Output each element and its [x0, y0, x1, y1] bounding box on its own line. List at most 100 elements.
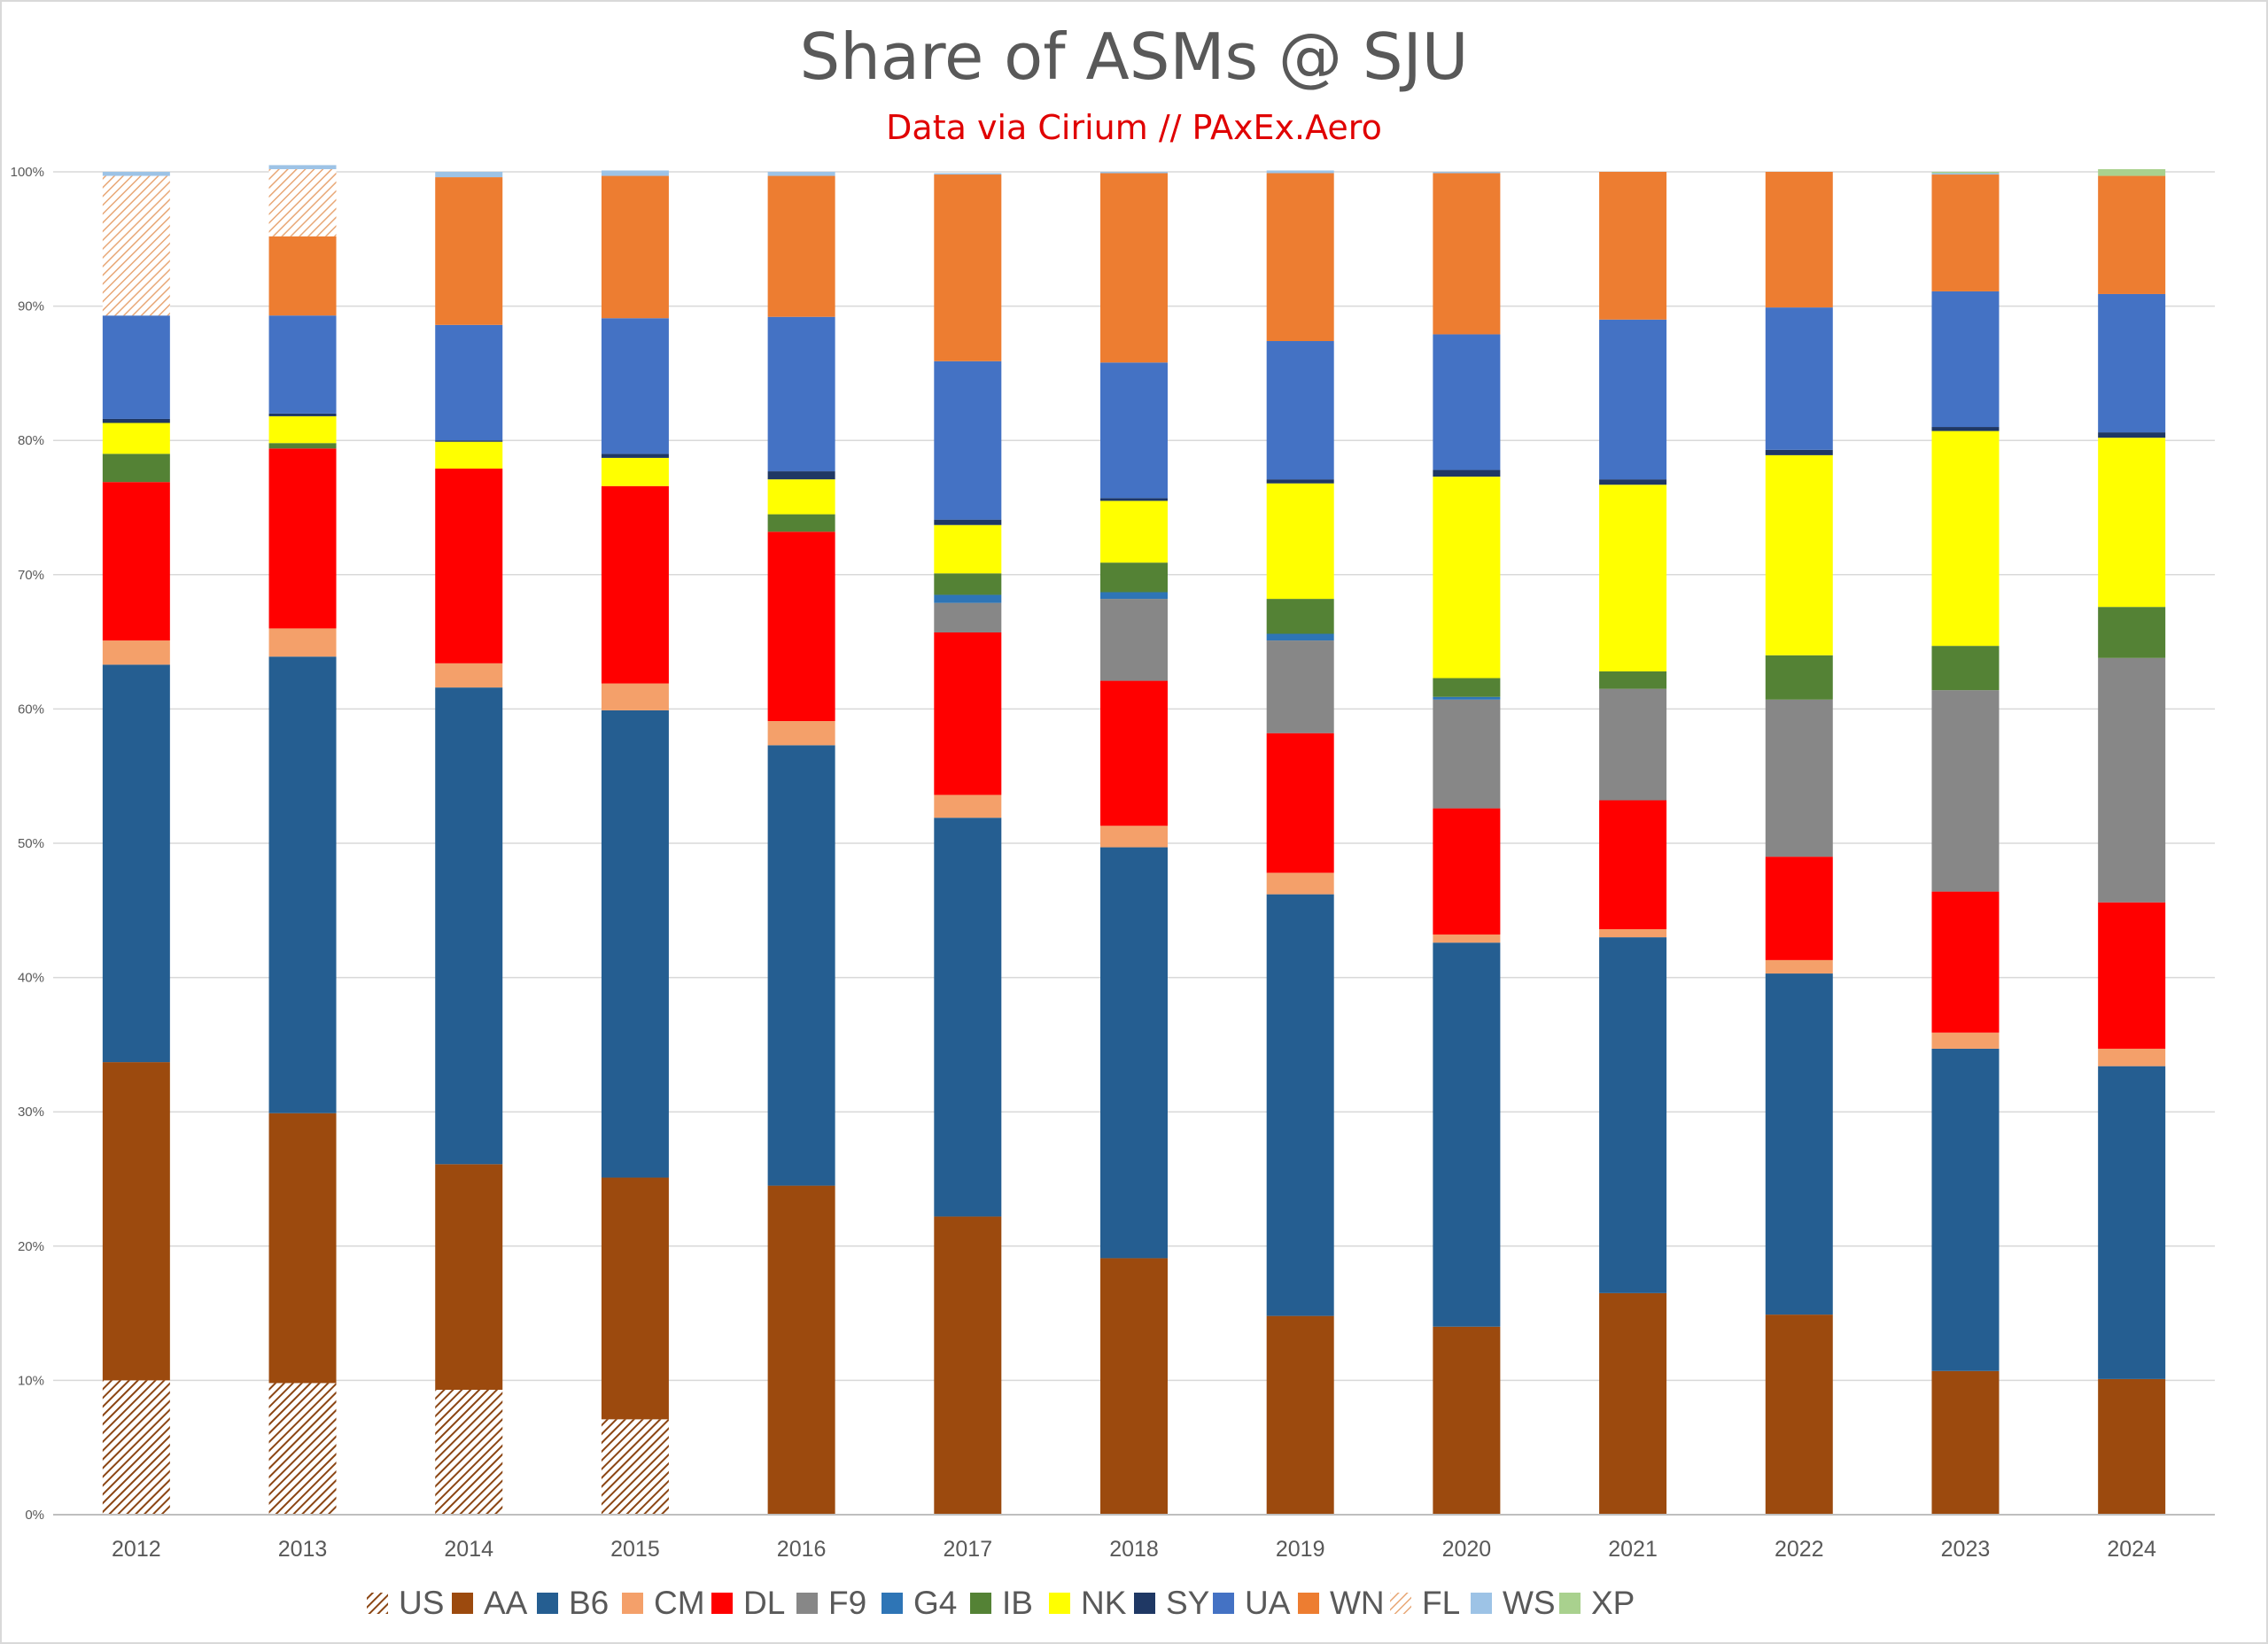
bar-xp-2024 — [2098, 168, 2166, 176]
bar-ua-2024 — [2098, 293, 2166, 433]
legend-label-sy: SY — [1166, 1585, 1209, 1621]
bar-aa-2023 — [1931, 1370, 2000, 1515]
bar-ua-2015 — [601, 318, 669, 454]
bar-cm-2018 — [1100, 826, 1168, 848]
bar-dl-2013 — [268, 448, 337, 629]
legend-label-aa: AA — [484, 1585, 528, 1621]
bar-ws-2012 — [102, 172, 170, 176]
bars — [102, 165, 2166, 1515]
chart-subtitle: Data via Cirium // PAxEx.Aero — [886, 108, 1382, 147]
bar-wn-2021 — [1599, 172, 1667, 320]
bar-b6-2021 — [1599, 937, 1667, 1293]
x-tick-label: 2020 — [1442, 1537, 1492, 1562]
bar-f9-2023 — [1931, 690, 2000, 892]
bar-ua-2016 — [767, 316, 835, 472]
legend-swatch-f9 — [796, 1593, 818, 1614]
bar-aa-2019 — [1266, 1315, 1334, 1515]
y-tick-label: 10% — [18, 1373, 44, 1388]
bar-dl-2019 — [1266, 733, 1334, 873]
legend-label-ua: UA — [1245, 1585, 1291, 1621]
bar-sy-2019 — [1266, 479, 1334, 484]
bar-b6-2017 — [934, 818, 1002, 1217]
legend-swatch-dl — [711, 1593, 733, 1614]
bar-ib-2023 — [1931, 646, 2000, 691]
bar-nk-2023 — [1931, 430, 2000, 647]
bar-ws-2019 — [1266, 170, 1334, 174]
legend-swatch-us — [367, 1593, 388, 1614]
bar-g4-2017 — [934, 594, 1002, 603]
bar-wn-2019 — [1266, 173, 1334, 342]
bar-ws-2023 — [1931, 173, 2000, 175]
legend-swatch-b6 — [537, 1593, 558, 1614]
legend-swatch-xp — [1559, 1593, 1581, 1614]
bar-f9-2024 — [2098, 657, 2166, 903]
bar-dl-2014 — [435, 469, 503, 663]
bar-b6-2014 — [435, 687, 503, 1165]
bar-nk-2018 — [1100, 500, 1168, 563]
x-tick-label: 2024 — [2107, 1537, 2156, 1562]
legend-swatch-ib — [970, 1593, 991, 1614]
bar-nk-2017 — [934, 524, 1002, 574]
bar-aa-2014 — [435, 1164, 503, 1391]
bar-sy-2014 — [435, 440, 503, 442]
bar-ib-2016 — [767, 514, 835, 532]
bar-dl-2020 — [1433, 808, 1501, 935]
bar-g4-2018 — [1100, 592, 1168, 600]
bar-ib-2024 — [2098, 607, 2166, 658]
bar-ua-2020 — [1433, 334, 1501, 470]
bar-cm-2019 — [1266, 872, 1334, 895]
bar-dl-2023 — [1931, 891, 2000, 1033]
x-tick-label: 2013 — [278, 1537, 328, 1562]
chart-title: Share of ASMs @ SJU — [799, 19, 1469, 94]
bar-cm-2020 — [1433, 934, 1501, 943]
legend-label-fl: FL — [1422, 1585, 1460, 1621]
bar-nk-2020 — [1433, 477, 1501, 679]
y-tick-label: 50% — [18, 836, 44, 851]
bar-ws-2020 — [1433, 172, 1501, 174]
bar-wn-2013 — [268, 236, 337, 316]
y-tick-label: 80% — [18, 433, 44, 448]
bar-dl-2015 — [601, 485, 669, 684]
legend-label-us: US — [399, 1585, 444, 1621]
bar-ib-2013 — [268, 443, 337, 449]
bar-ws-2018 — [1100, 172, 1168, 174]
bar-dl-2016 — [767, 531, 835, 722]
bar-nk-2024 — [2098, 438, 2166, 608]
bar-ua-2021 — [1599, 319, 1667, 480]
bar-b6-2020 — [1433, 942, 1501, 1327]
x-tick-label: 2016 — [777, 1537, 827, 1562]
legend-swatch-nk — [1049, 1593, 1070, 1614]
bar-aa-2024 — [2098, 1378, 2166, 1515]
bar-b6-2018 — [1100, 847, 1168, 1259]
bar-us-2013 — [268, 1383, 337, 1515]
bar-cm-2013 — [268, 628, 337, 657]
bar-cm-2023 — [1931, 1032, 2000, 1049]
bar-sy-2013 — [268, 413, 337, 416]
bar-ws-2013 — [268, 165, 337, 169]
bar-wn-2020 — [1433, 173, 1501, 335]
bar-wn-2024 — [2098, 175, 2166, 294]
bar-ib-2017 — [934, 573, 1002, 595]
bar-sy-2024 — [2098, 432, 2166, 438]
bar-ws-2014 — [435, 172, 503, 178]
bar-nk-2012 — [102, 423, 170, 454]
bar-ib-2012 — [102, 454, 170, 483]
bar-nk-2019 — [1266, 483, 1334, 600]
bar-sy-2016 — [767, 471, 835, 480]
bar-ws-2016 — [767, 172, 835, 176]
legend-label-cm: CM — [654, 1585, 705, 1621]
bar-dl-2018 — [1100, 680, 1168, 826]
bar-us-2012 — [102, 1380, 170, 1515]
bar-ua-2018 — [1100, 362, 1168, 499]
bar-sy-2022 — [1765, 449, 1833, 455]
y-tick-label: 60% — [18, 702, 44, 717]
bar-g4-2019 — [1266, 633, 1334, 641]
legend-swatch-cm — [622, 1593, 643, 1614]
bar-aa-2012 — [102, 1062, 170, 1381]
legend-label-g4: G4 — [913, 1585, 957, 1621]
bar-b6-2013 — [268, 656, 337, 1113]
bar-ib-2019 — [1266, 599, 1334, 634]
legend-label-b6: B6 — [569, 1585, 609, 1621]
bar-ib-2022 — [1765, 655, 1833, 700]
bar-nk-2014 — [435, 441, 503, 469]
